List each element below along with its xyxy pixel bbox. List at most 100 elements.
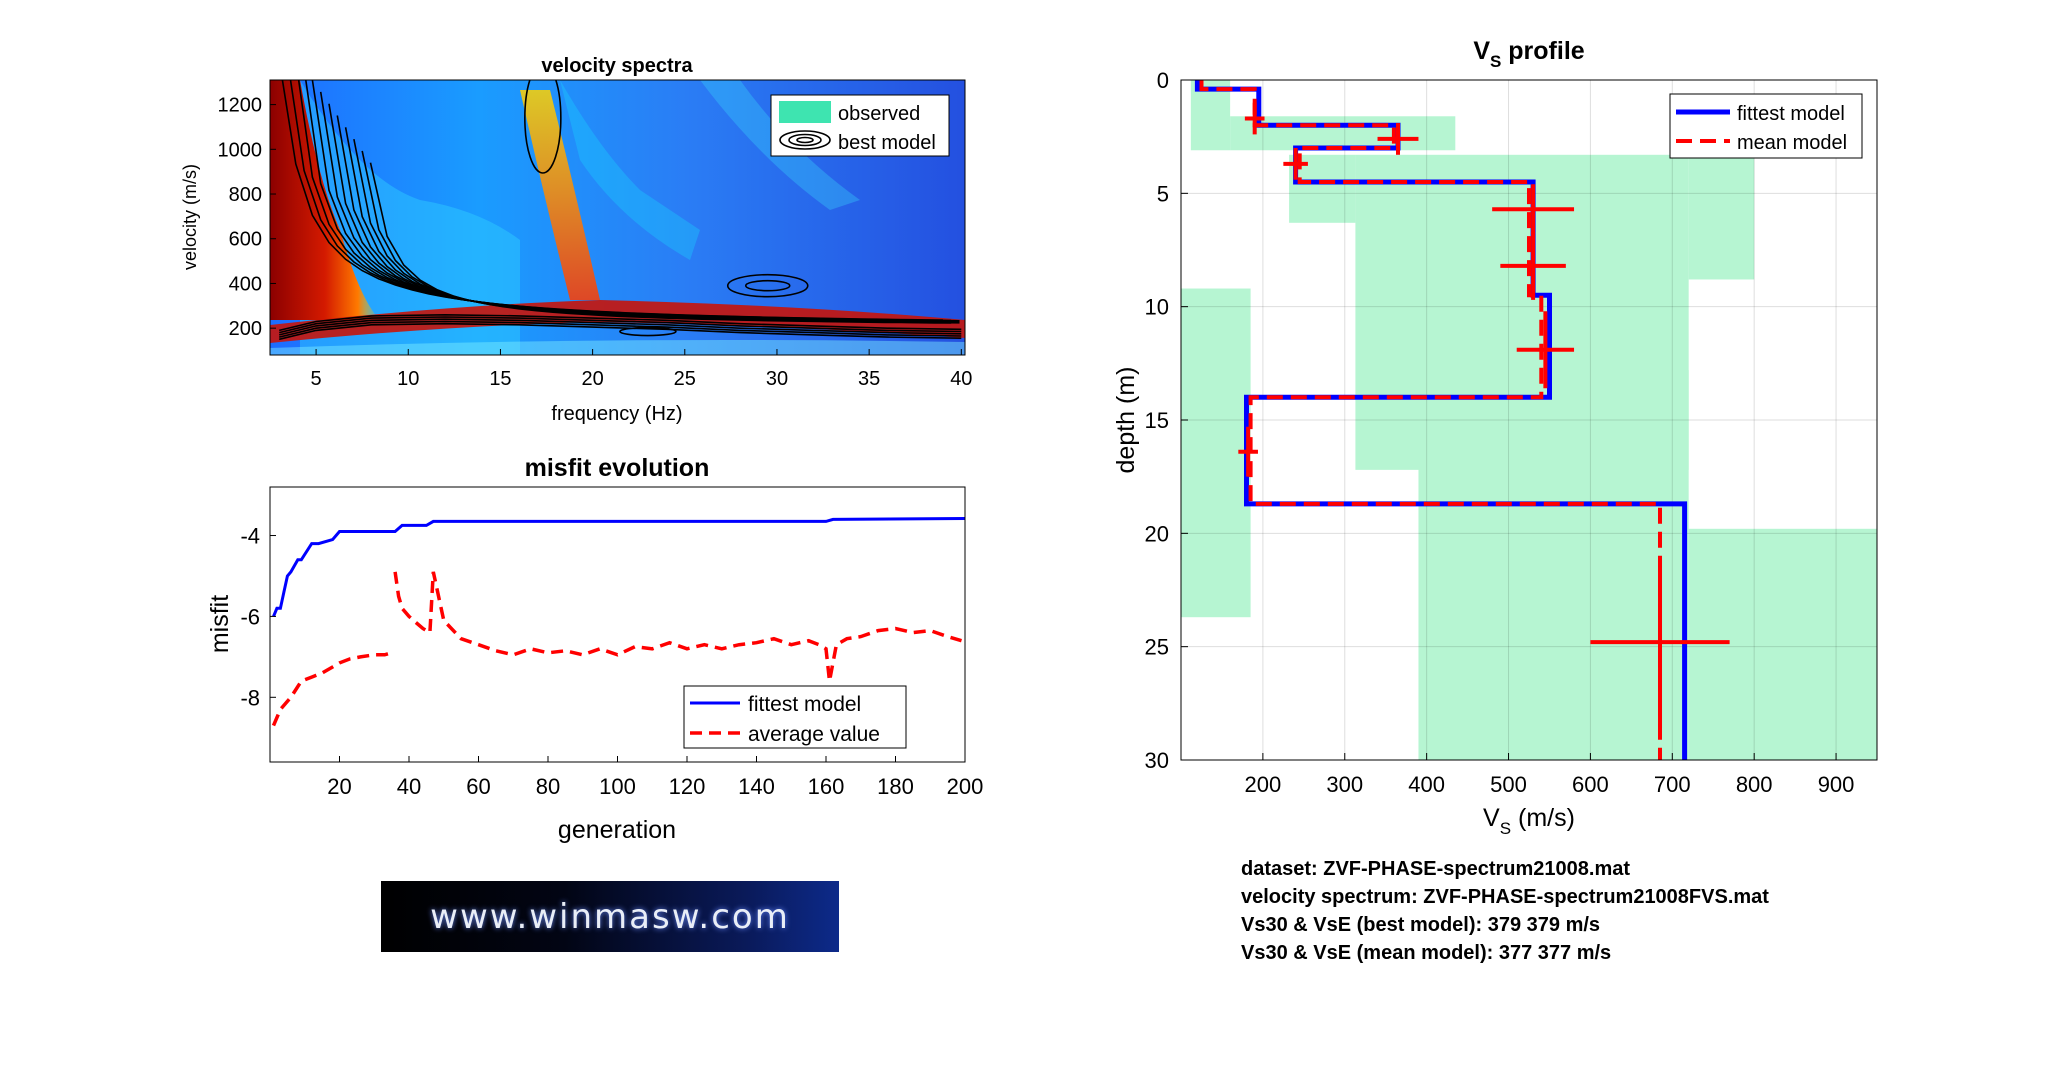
misfit-x-tick-label: 60 — [466, 774, 490, 799]
misfit-title: misfit evolution — [525, 454, 710, 482]
spectrum-ylabel: velocity (m/s) — [180, 164, 200, 270]
profile-x-tick-label: 500 — [1490, 772, 1527, 797]
observed-legend-swatch — [779, 101, 831, 123]
spectrum-x-tick-label: 35 — [858, 368, 880, 390]
fittest-model-misfit-line — [272, 517, 965, 617]
info-dataset: dataset: ZVF-PHASE-spectrum21008.mat — [1241, 858, 1631, 880]
banner-text: www.winmasw.com — [430, 896, 790, 937]
misfit-xlabel: generation — [558, 816, 676, 844]
profile-xlabel: VS (m/s) — [1483, 804, 1575, 838]
spectrum-cyan-band-2 — [560, 80, 700, 260]
peak-contour — [524, 80, 562, 174]
misfit-ticks: 20 40 60 80 100 120 140 160 180 200 -8 -6 -4 — [240, 524, 983, 799]
profile-y-tick-label: 30 — [1145, 748, 1169, 773]
profile-y-tick-label: 15 — [1145, 408, 1169, 433]
fundamental-mode-contour — [279, 318, 962, 336]
profile-y-tick-label: 20 — [1145, 521, 1169, 546]
spectrum-x-tick-label: 5 — [311, 368, 322, 390]
misfit-legend: fittest model average value — [683, 685, 907, 749]
info-block: dataset: ZVF-PHASE-spectrum21008.mat vel… — [1241, 855, 1769, 967]
velocity-spectra-panel: 5 10 15 20 25 30 35 40 200 400 600 800 1000 1200 velo… — [180, 55, 972, 425]
spectrum-x-tick-label: 40 — [950, 368, 972, 390]
search-space-block — [1190, 80, 1231, 151]
misfit-evolution-panel: 20 40 60 80 100 120 140 160 180 200 -8 -6 -4 misfit … — [206, 454, 983, 844]
info-best-model: Vs30 & VsE (best model): 379 379 m/s — [1241, 914, 1601, 936]
profile-ticks: 200 300 400 500 600 700 800 900 0 5 10 15 20 25 30 — [1145, 68, 1855, 797]
misfit-y-tick-label: -6 — [240, 604, 260, 629]
spectrum-y-tick-label: 400 — [229, 273, 262, 295]
spectrum-x-tick-label: 25 — [674, 368, 696, 390]
misfit-x-tick-label: 120 — [669, 774, 706, 799]
profile-x-tick-label: 600 — [1572, 772, 1609, 797]
peak-contour — [744, 279, 791, 292]
misfit-x-tick-label: 80 — [536, 774, 560, 799]
fittest-model-legend-label: fittest model — [748, 693, 861, 716]
fundamental-mode-contour — [279, 322, 962, 341]
peak-contour — [619, 326, 677, 337]
profile-legend-box — [1669, 93, 1863, 159]
peak-contour — [726, 273, 809, 298]
fittest-model-profile-legend-label: fittest model — [1737, 103, 1845, 125]
profile-title: VS profile — [1473, 37, 1584, 71]
winmasw-banner: www.winmasw.com — [381, 881, 839, 952]
misfit-x-tick-label: 180 — [877, 774, 914, 799]
higher-mode-contour — [369, 162, 952, 324]
spectrum-xlabel: frequency (Hz) — [551, 403, 682, 425]
profile-x-tick-label: 200 — [1245, 772, 1282, 797]
search-space-block — [1418, 370, 1689, 760]
misfit-y-tick-label: -8 — [240, 685, 260, 710]
mean-model-error-bars — [1238, 102, 1730, 729]
profile-y-tick-label: 5 — [1157, 181, 1169, 206]
misfit-x-tick-label: 20 — [327, 774, 351, 799]
fundamental-mode-contour — [279, 316, 962, 334]
spectrum-x-tick-label: 30 — [766, 368, 788, 390]
spectrum-lower-band — [270, 340, 965, 355]
info-mean-model: Vs30 & VsE (mean model): 377 377 m/s — [1241, 942, 1612, 964]
spectrum-ridge — [520, 90, 600, 300]
spectrum-title: velocity spectra — [541, 55, 693, 77]
spectrum-axes-box — [269, 79, 966, 356]
best-model-contours — [279, 80, 962, 341]
profile-x-tick-label: 900 — [1818, 772, 1855, 797]
misfit-x-tick-label: 40 — [397, 774, 421, 799]
misfit-y-tick-label: -4 — [240, 524, 260, 549]
info-spectrum: velocity spectrum: ZVF-PHASE-spectrum210… — [1241, 886, 1769, 908]
profile-y-tick-label: 25 — [1145, 635, 1169, 660]
average-misfit-line-2 — [393, 571, 962, 682]
profile-x-tick-label: 300 — [1326, 772, 1363, 797]
spectrum-y-tick-label: 200 — [229, 318, 262, 340]
fundamental-mode-contour — [279, 320, 962, 338]
misfit-x-tick-label: 140 — [738, 774, 775, 799]
search-space-block — [1688, 528, 1877, 760]
spectrum-x-tick-label: 10 — [397, 368, 419, 390]
spectrum-x-tick-label: 20 — [581, 368, 603, 390]
spectrum-y-tick-label: 600 — [229, 229, 262, 251]
profile-x-tick-label: 800 — [1736, 772, 1773, 797]
spectrum-hot-zone — [270, 80, 380, 320]
profile-legend: fittest model mean model — [1669, 93, 1863, 159]
spectrum-x-tick-label: 15 — [489, 368, 511, 390]
spectrum-ticks: 5 10 15 20 25 30 35 40 200 400 600 800 1000 1200 — [218, 95, 973, 390]
average-misfit-line — [271, 651, 393, 727]
observed-legend-label: observed — [838, 103, 920, 125]
misfit-x-tick-label: 100 — [599, 774, 636, 799]
profile-x-tick-label: 700 — [1654, 772, 1691, 797]
profile-y-tick-label: 0 — [1157, 68, 1169, 93]
misfit-ylabel: misfit — [206, 595, 234, 653]
misfit-x-tick-label: 200 — [947, 774, 984, 799]
search-space-block — [1688, 154, 1755, 280]
mean-model-profile-legend-label: mean model — [1737, 132, 1847, 154]
misfit-legend-box — [683, 685, 907, 749]
best-model-legend-label: best model — [838, 132, 936, 154]
spectrum-y-tick-label: 1000 — [218, 139, 263, 161]
average-value-legend-label: average value — [748, 723, 880, 746]
profile-x-tick-label: 400 — [1408, 772, 1445, 797]
best-model-legend-icon — [779, 130, 831, 150]
spectrum-y-tick-label: 1200 — [218, 95, 263, 117]
profile-ylabel: depth (m) — [1112, 367, 1140, 474]
spectrum-y-tick-label: 800 — [229, 184, 262, 206]
spectrum-legend: observed best model — [770, 94, 950, 157]
search-space-block — [1230, 116, 1456, 151]
vs-profile-panel: 200 300 400 500 600 700 800 900 0 5 10 15 20 25 30 VS … — [1112, 37, 1878, 838]
